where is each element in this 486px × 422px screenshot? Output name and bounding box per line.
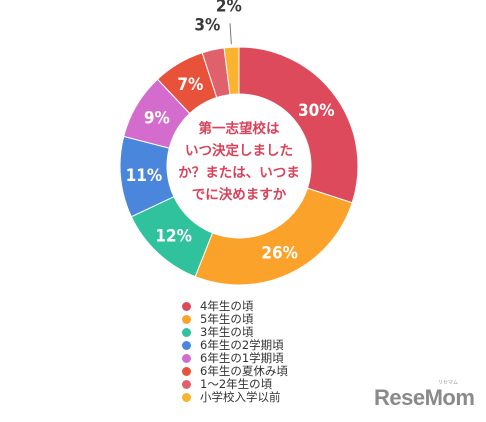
slice-value-label: 3% bbox=[194, 15, 220, 35]
center-title-line-1: 第一志望校は bbox=[199, 120, 280, 137]
legend-label: 5年生の頃 bbox=[200, 312, 254, 326]
legend-item: 4年生の頃 bbox=[182, 300, 288, 313]
legend-marker bbox=[182, 393, 191, 402]
resemom-logo: ReseMom bbox=[374, 385, 475, 410]
resemom-logo-kana: リセマム bbox=[438, 380, 459, 386]
slice-value-label: 9% bbox=[144, 108, 170, 128]
legend-label: 1〜2年生の頃 bbox=[200, 377, 273, 391]
legend-marker bbox=[182, 315, 191, 324]
center-title-line-2: いつ決定しました bbox=[185, 142, 293, 159]
legend-marker bbox=[182, 341, 191, 350]
donut-slices bbox=[119, 46, 359, 286]
slice-value-label: 2% bbox=[216, 0, 242, 16]
center-title-line-3: か？または、いつま bbox=[178, 165, 300, 181]
slice-value-label: 30% bbox=[298, 101, 335, 121]
legend-label: 6年生の夏休み頃 bbox=[200, 364, 288, 378]
legend-item: 小学校入学以前 bbox=[182, 391, 288, 404]
legend-label: 6年生の1学期頃 bbox=[200, 351, 284, 365]
legend-item: 3年生の頃 bbox=[182, 326, 288, 339]
legend: 4年生の頃 5年生の頃 3年生の頃 6年生の2学期頃 6年生の1学期頃 6年生の… bbox=[182, 300, 288, 404]
slice-value-label: 12% bbox=[155, 227, 192, 247]
donut-slice bbox=[238, 46, 359, 204]
slice-labels: 30% 26% 12% 11% 9% 7% 3%2% bbox=[126, 0, 335, 263]
leader-line bbox=[229, 23, 232, 45]
center-title-line-4: でに決めますか bbox=[192, 186, 287, 203]
legend-marker bbox=[182, 354, 191, 363]
legend-item: 6年生の2学期頃 bbox=[182, 339, 288, 352]
legend-marker bbox=[182, 380, 191, 389]
legend-item: 1〜2年生の頃 bbox=[182, 378, 288, 391]
donut-slice bbox=[223, 46, 240, 96]
legend-label: 4年生の頃 bbox=[200, 299, 254, 313]
legend-label: 小学校入学以前 bbox=[200, 390, 281, 404]
legend-item: 6年生の1学期頃 bbox=[182, 352, 288, 365]
legend-marker bbox=[182, 328, 191, 337]
legend-item: 5年生の頃 bbox=[182, 313, 288, 326]
donut-slice bbox=[194, 187, 353, 286]
slice-value-label: 11% bbox=[126, 166, 163, 186]
legend-marker bbox=[182, 367, 191, 376]
legend-label: 3年生の頃 bbox=[200, 325, 254, 339]
slice-value-label: 7% bbox=[177, 75, 203, 95]
legend-label: 6年生の2学期頃 bbox=[200, 338, 284, 352]
legend-marker bbox=[182, 302, 191, 311]
slice-value-label: 26% bbox=[261, 243, 298, 263]
legend-item: 6年生の夏休み頃 bbox=[182, 365, 288, 378]
